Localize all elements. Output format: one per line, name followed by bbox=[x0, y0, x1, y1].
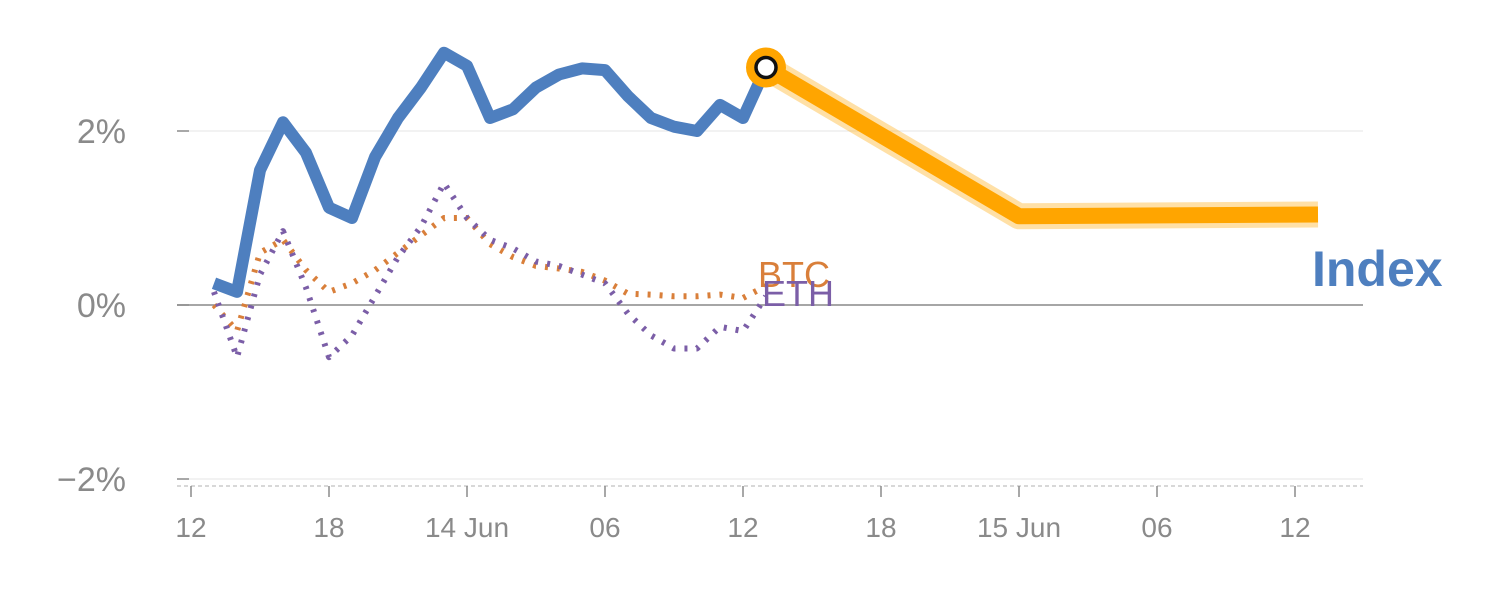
x-tick-label-8: 12 bbox=[1279, 512, 1310, 543]
btc-line bbox=[211, 215, 768, 335]
x-tick-label-0: 12 bbox=[175, 512, 206, 543]
series-lines bbox=[211, 46, 1319, 361]
index-line bbox=[211, 46, 772, 298]
x-tick-label-6: 15 Jun bbox=[977, 512, 1061, 543]
x-tick-label-2: 14 Jun bbox=[425, 512, 509, 543]
x-tick-label-4: 12 bbox=[727, 512, 758, 543]
y-tick-label-0: 2% bbox=[77, 113, 126, 151]
eth-line bbox=[211, 180, 769, 361]
y-tick-label-1: 0% bbox=[77, 287, 126, 325]
btc-label: BTC bbox=[758, 254, 830, 295]
index-forecast-glow bbox=[759, 56, 1319, 230]
markers bbox=[746, 47, 786, 88]
highlight-point bbox=[754, 55, 778, 80]
index-forecast-line bbox=[761, 60, 1319, 225]
index-label: Index bbox=[1312, 241, 1443, 297]
x-tick-label-7: 06 bbox=[1141, 512, 1172, 543]
x-tick-label-1: 18 bbox=[313, 512, 344, 543]
eth-label: ETH bbox=[762, 273, 834, 314]
gridlines bbox=[177, 130, 1363, 480]
axes: 2% 0% −2% 12 18 14 Jun 06 12 18 15 Jun 06 12 bbox=[57, 113, 1363, 543]
series-labels: BTC ETH Index bbox=[758, 241, 1443, 314]
x-tick-label-3: 06 bbox=[589, 512, 620, 543]
x-tick-label-5: 18 bbox=[865, 512, 896, 543]
y-tick-label-2: −2% bbox=[57, 461, 126, 499]
